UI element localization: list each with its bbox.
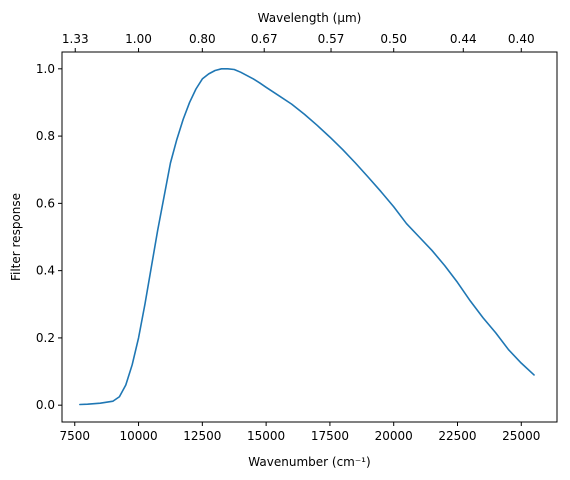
y-tick-label: 1.0 <box>36 62 55 76</box>
x-tick-label: 10000 <box>119 429 157 443</box>
y-tick-label: 0.2 <box>36 331 55 345</box>
top-x-tick-label: 0.50 <box>380 32 407 46</box>
series-line-0 <box>79 68 535 406</box>
top-x-axis: 1.33 1.00 0.80 0.67 0.57 0.50 0.44 0.40 <box>62 32 535 52</box>
x-axis-label: Wavenumber (cm⁻¹) <box>248 455 370 469</box>
x-tick-label: 20000 <box>375 429 413 443</box>
y-tick-label: 0.0 <box>36 398 55 412</box>
top-x-tick-label: 1.33 <box>62 32 89 46</box>
top-x-tick-label: 0.80 <box>189 32 216 46</box>
x-tick-label: 22500 <box>438 429 476 443</box>
top-x-tick-label: 1.00 <box>125 32 152 46</box>
y-tick-label: 0.6 <box>36 196 55 210</box>
top-x-tick-label: 0.67 <box>251 32 278 46</box>
y-axis-label: Filter response <box>9 193 23 281</box>
x-axis: 7500 10000 12500 15000 17500 20000 22500 25000 <box>59 422 540 443</box>
x-tick-label: 17500 <box>311 429 349 443</box>
y-axis: 0.0 0.2 0.4 0.6 0.8 1.0 <box>36 62 62 412</box>
top-x-tick-label: 0.40 <box>508 32 535 46</box>
top-x-tick-label: 0.44 <box>450 32 477 46</box>
x-tick-label: 25000 <box>502 429 540 443</box>
y-tick-label: 0.4 <box>36 264 55 278</box>
plot-area <box>79 68 535 406</box>
top-x-tick-label: 0.57 <box>318 32 345 46</box>
x-tick-label: 12500 <box>183 429 221 443</box>
y-tick-label: 0.8 <box>36 129 55 143</box>
x-tick-label: 15000 <box>247 429 285 443</box>
top-x-axis-label: Wavelength (μm) <box>258 11 362 25</box>
plot-frame <box>61 51 558 423</box>
x-tick-label: 7500 <box>59 429 90 443</box>
